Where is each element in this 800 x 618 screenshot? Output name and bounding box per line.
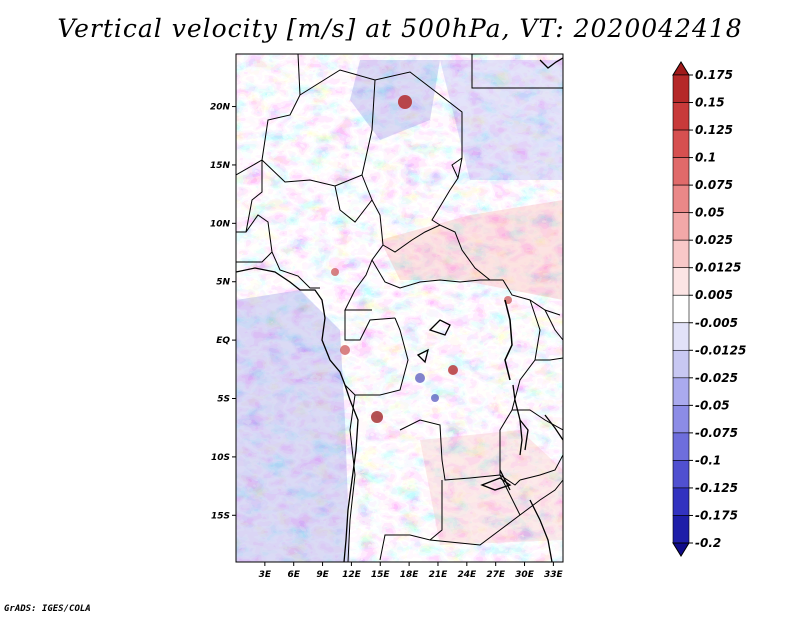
lon-tick-label: 27E bbox=[486, 570, 506, 580]
colorbar-label: -0.05 bbox=[695, 398, 730, 412]
lat-tick-label: EQ bbox=[216, 336, 230, 346]
colorbar-label: -0.2 bbox=[695, 536, 721, 550]
colorbar-label: 0.1 bbox=[695, 151, 716, 165]
colorbar-label: 0.05 bbox=[695, 206, 725, 220]
colorbar-swatch bbox=[672, 129, 690, 158]
colorbar-label: 0.025 bbox=[695, 233, 733, 247]
colorbar-label: 0.175 bbox=[695, 68, 733, 82]
country-borders bbox=[236, 54, 563, 562]
colorbar-swatch bbox=[672, 294, 690, 324]
lon-tick-label: 12E bbox=[342, 570, 362, 580]
colorbar-label: 0.0125 bbox=[695, 261, 741, 275]
plot-frame bbox=[235, 53, 564, 563]
shaded-field bbox=[236, 54, 563, 562]
colorbar-label: -0.0125 bbox=[695, 343, 746, 357]
colorbar-swatch bbox=[672, 377, 690, 406]
colorbar-swatch bbox=[672, 212, 690, 241]
colorbar-swatch bbox=[672, 460, 690, 489]
colorbar-swatch bbox=[672, 239, 690, 269]
colorbar-label: 0.075 bbox=[695, 178, 733, 192]
colorbar-label: -0.1 bbox=[695, 453, 721, 467]
colorbar-swatch bbox=[672, 405, 690, 434]
colorbar-swatch bbox=[672, 322, 690, 351]
colorbar-swatch bbox=[672, 349, 690, 379]
colorbar-label: -0.005 bbox=[695, 316, 738, 330]
lat-tick-label: 5S bbox=[217, 395, 230, 405]
lon-tick-label: 6E bbox=[287, 570, 300, 580]
colorbar-max-arrow bbox=[672, 61, 690, 76]
colorbar-label: -0.175 bbox=[695, 508, 738, 522]
lat-tick-label: 10N bbox=[210, 219, 231, 229]
colorbar-label: 0.15 bbox=[695, 96, 725, 110]
colorbar-label: -0.125 bbox=[695, 481, 738, 495]
colorbar-label: 0.125 bbox=[695, 123, 733, 137]
lat-tick-label: 15N bbox=[210, 161, 231, 171]
colorbar-swatch bbox=[672, 102, 690, 131]
colorbar-label: -0.075 bbox=[695, 426, 738, 440]
colorbar-swatch bbox=[672, 432, 690, 461]
colorbar-label: -0.025 bbox=[695, 371, 738, 385]
lat-tick-label: 15S bbox=[211, 511, 230, 521]
lon-tick-label: 15E bbox=[371, 570, 391, 580]
lon-tick-label: 3E bbox=[259, 570, 272, 580]
lon-tick-label: 30E bbox=[515, 570, 535, 580]
colorbar: 0.175 0.15 0.125 0.1 0.075 0.05 0.025 0.0125 0.0… bbox=[672, 61, 746, 557]
lon-tick-label: 33E bbox=[544, 570, 564, 580]
lon-tick-label: 9E bbox=[316, 570, 329, 580]
footer-credit: GrADS: IGES/COLA bbox=[4, 604, 91, 614]
colorbar-swatch bbox=[672, 74, 690, 103]
colorbar-min-arrow bbox=[672, 542, 690, 557]
colorbar-swatch bbox=[672, 487, 690, 516]
coastlines bbox=[236, 57, 563, 562]
colorbar-swatch bbox=[672, 157, 690, 186]
colorbar-swatch bbox=[672, 267, 690, 296]
colorbar-swatch bbox=[672, 184, 690, 213]
lat-tick-label: 10S bbox=[211, 453, 230, 463]
lat-tick-label: 20N bbox=[210, 103, 231, 113]
colorbar-swatch bbox=[672, 515, 690, 544]
lon-tick-label: 18E bbox=[400, 570, 420, 580]
lon-tick-label: 24E bbox=[457, 570, 477, 580]
lon-tick-label: 21E bbox=[429, 570, 449, 580]
latitude-axis: 20N 15N 10N 5N EQ 5S 10S 15S bbox=[210, 103, 236, 521]
map-title: Vertical velocity [m/s] at 500hPa, VT: 2… bbox=[57, 14, 743, 43]
lat-tick-label: 5N bbox=[216, 278, 230, 288]
longitude-axis: 3E 6E 9E 12E 15E 18E 21E 24E 27E 30E 33E bbox=[259, 562, 564, 580]
colorbar-label: 0.005 bbox=[695, 288, 733, 302]
